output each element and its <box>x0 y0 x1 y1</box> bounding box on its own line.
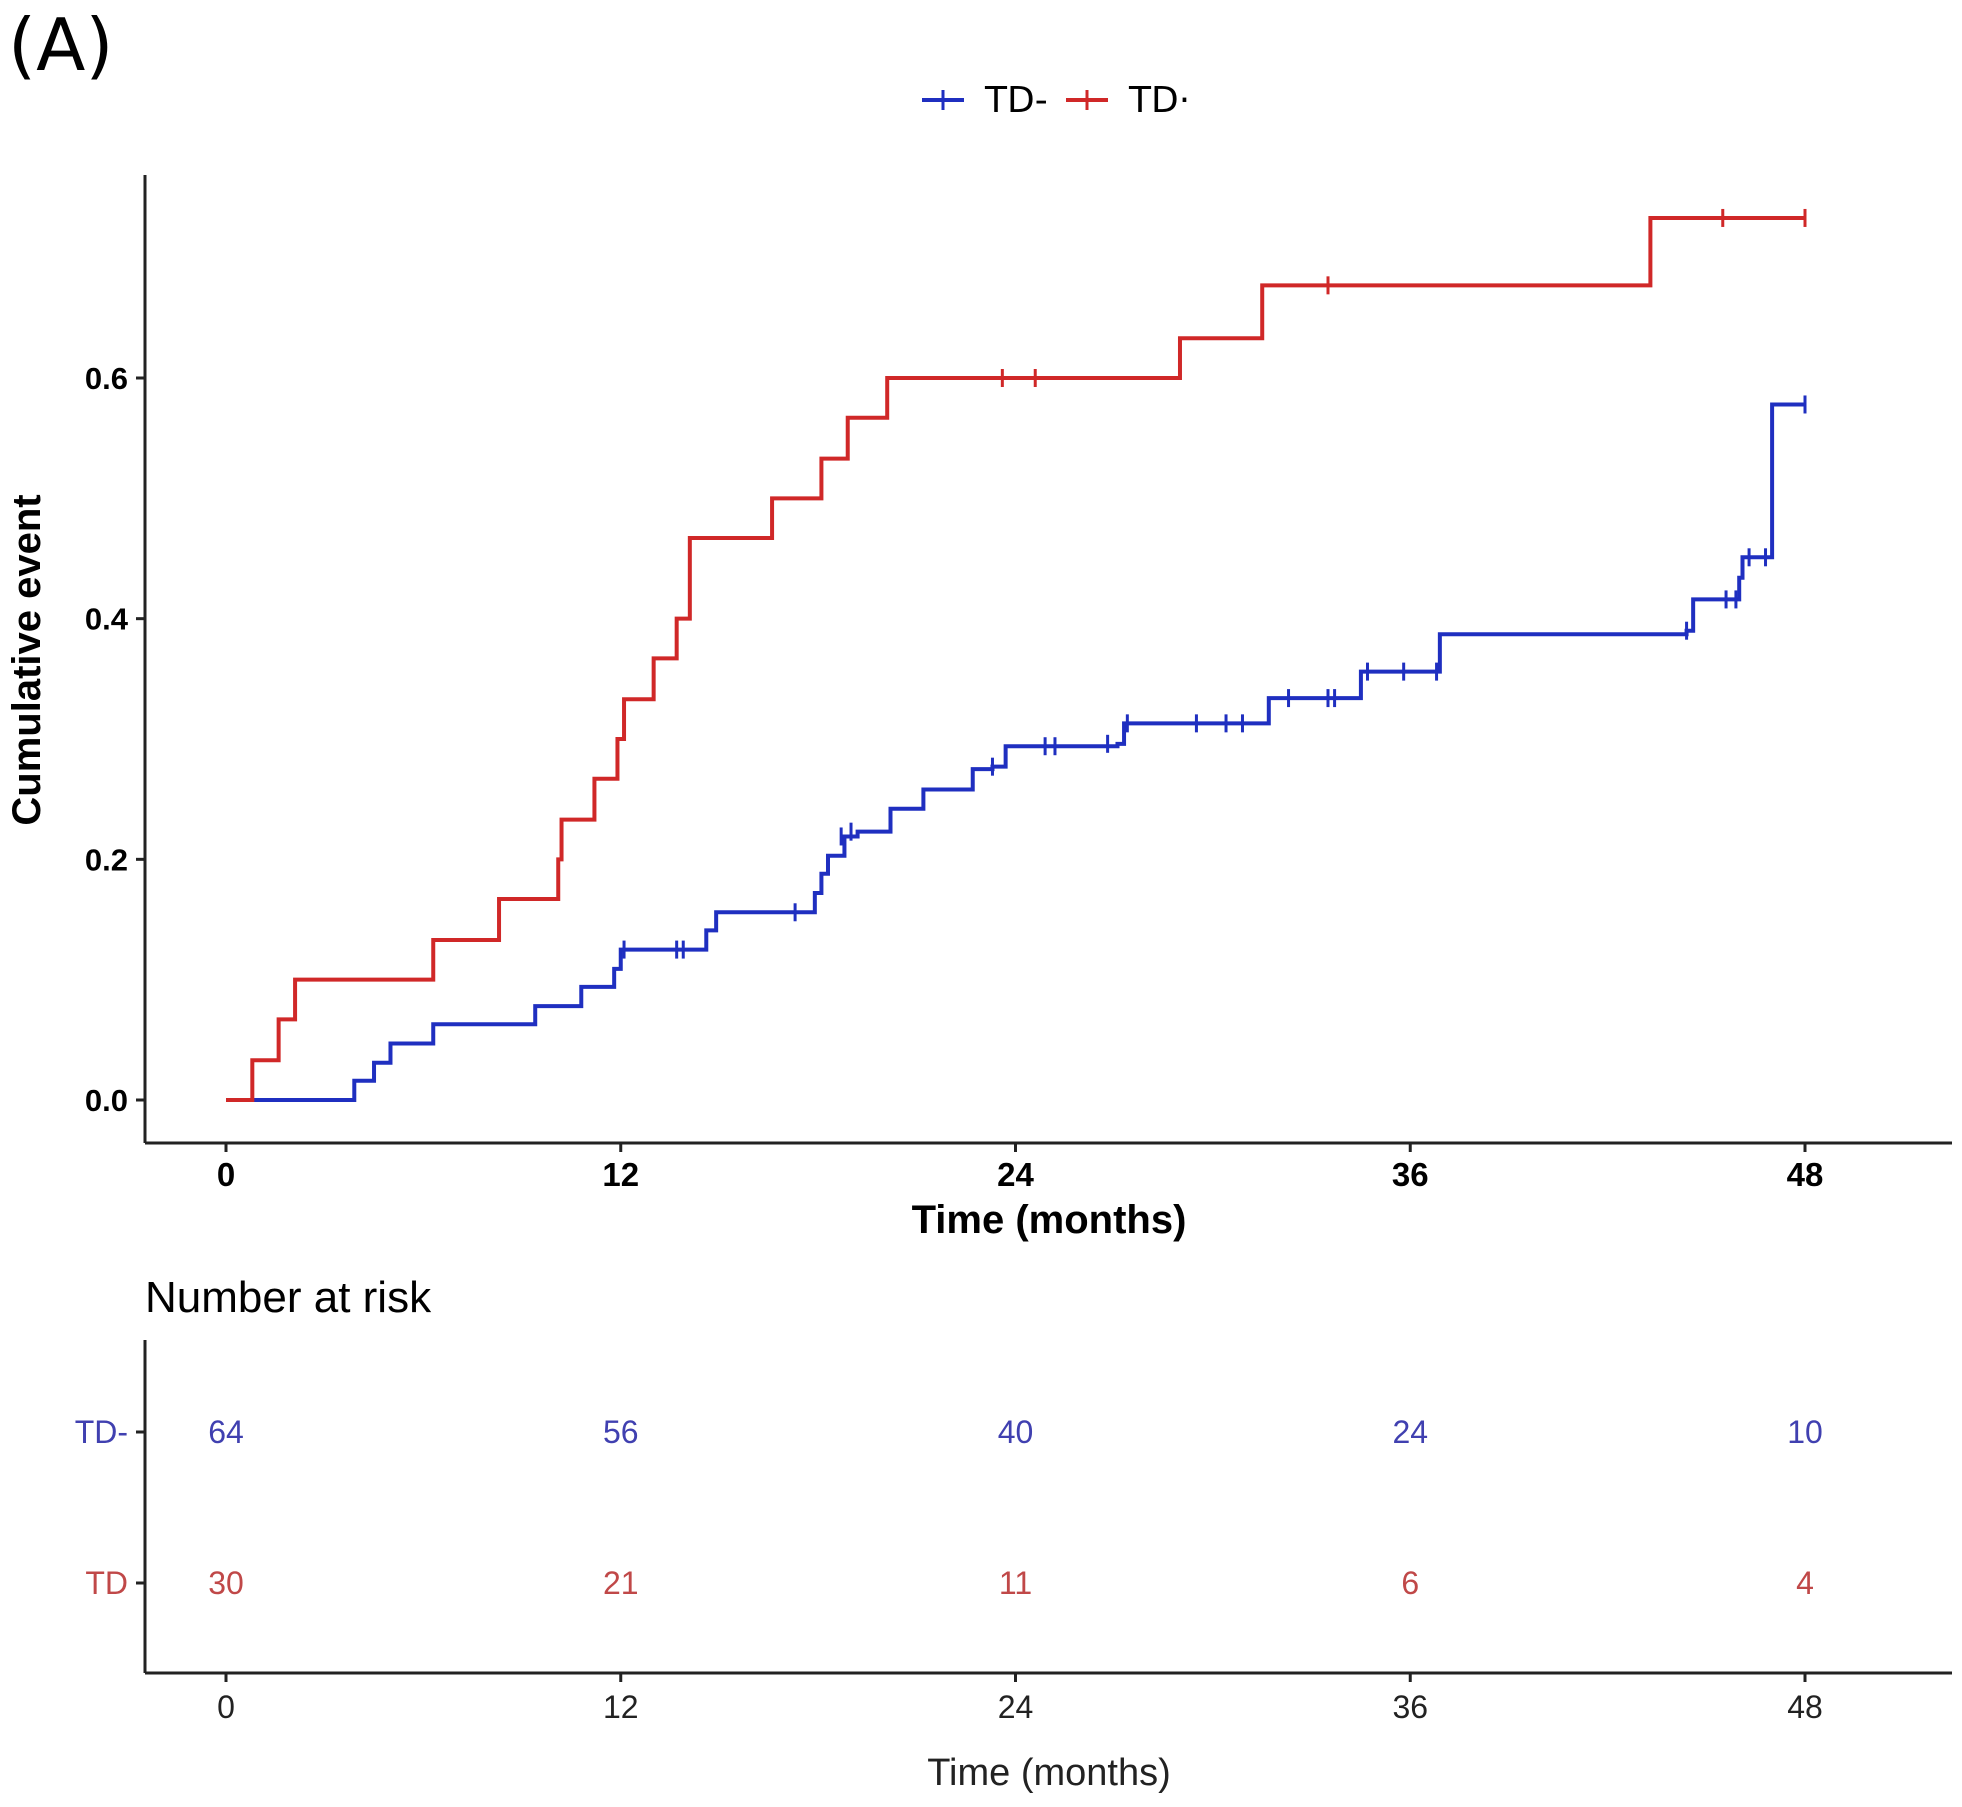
risk-x-tick-label: 48 <box>1787 1689 1823 1725</box>
series-line-td <box>226 215 1805 1102</box>
x-tick-label: 24 <box>997 1156 1034 1193</box>
y-tick-label: 0.6 <box>85 361 128 396</box>
risk-x-tick-label: 12 <box>603 1689 639 1725</box>
x-tick-label: 36 <box>1392 1156 1429 1193</box>
risk-x-tick-label: 24 <box>998 1689 1034 1725</box>
x-tick-label: 48 <box>1787 1156 1824 1193</box>
y-tick-label: 0.2 <box>85 842 128 877</box>
risk-x-ticks: 0 12 24 36 48 <box>217 1673 1823 1725</box>
risk-cell: 10 <box>1787 1414 1823 1450</box>
x-tick-label: 12 <box>602 1156 639 1193</box>
y-tick-label: 0.4 <box>85 602 129 637</box>
series-td <box>226 208 1807 1102</box>
risk-cell: 40 <box>998 1414 1034 1450</box>
risk-table-title: Number at risk <box>145 1273 432 1322</box>
series-td-minus <box>226 395 1807 1102</box>
plot-area <box>226 208 1807 1102</box>
legend-item-td-minus: TD- <box>922 80 1048 121</box>
risk-x-tick-label: 36 <box>1392 1689 1428 1725</box>
x-ticks: 0 12 24 36 48 <box>217 1143 1824 1193</box>
risk-row-label: TD- <box>75 1414 128 1450</box>
y-axis-title: Cumulative event <box>5 494 49 825</box>
panel-label: (A) <box>8 3 113 87</box>
y-tick-label: 0.0 <box>85 1083 128 1118</box>
x-axis-title: Time (months) <box>912 1198 1187 1242</box>
risk-cell: 64 <box>208 1414 244 1450</box>
risk-row-label: TD <box>85 1565 128 1601</box>
legend-item-td: TD· <box>1066 80 1190 121</box>
risk-cell: 24 <box>1392 1414 1428 1450</box>
risk-cell: 11 <box>999 1565 1032 1601</box>
legend-label-td-minus: TD- <box>984 80 1048 121</box>
series-line-td-minus <box>226 402 1805 1102</box>
legend: TD- TD· <box>922 80 1190 121</box>
risk-cell: 4 <box>1796 1565 1814 1601</box>
risk-cell: 6 <box>1401 1565 1419 1601</box>
risk-cell: 21 <box>603 1565 639 1601</box>
legend-label-td: TD· <box>1128 80 1190 121</box>
risk-x-axis-title: Time (months) <box>927 1752 1171 1794</box>
y-ticks: 0.0 0.2 0.4 0.6 <box>85 361 145 1118</box>
risk-x-tick-label: 0 <box>217 1689 235 1725</box>
risk-cell: 56 <box>603 1414 639 1450</box>
x-tick-label: 0 <box>217 1156 235 1193</box>
risk-cell: 30 <box>208 1565 244 1601</box>
